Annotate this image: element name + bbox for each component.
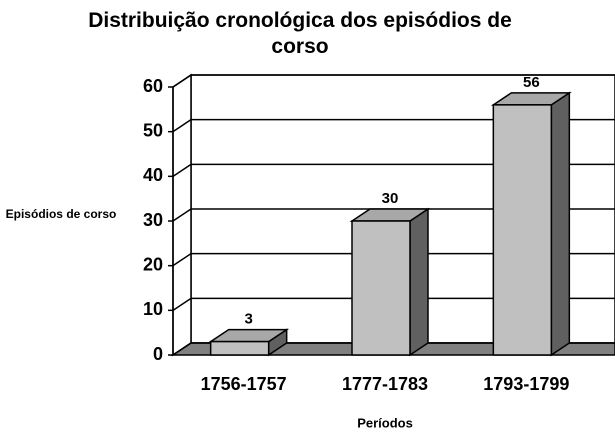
value-label: 3 bbox=[244, 311, 252, 328]
x-tick-label: 1793-1799 bbox=[483, 374, 569, 394]
x-tick-label: 1756-1757 bbox=[201, 374, 287, 394]
y-tick-label: 0 bbox=[153, 344, 163, 364]
bar bbox=[492, 104, 553, 356]
y-tick-label: 60 bbox=[143, 76, 163, 96]
grid-line bbox=[172, 253, 192, 267]
grid-line bbox=[172, 297, 192, 311]
y-tick-label: 30 bbox=[143, 210, 163, 230]
y-tick-label: 50 bbox=[143, 120, 163, 140]
bar bbox=[209, 340, 270, 356]
value-label: 56 bbox=[523, 74, 540, 91]
value-label: 30 bbox=[382, 190, 399, 207]
bar bbox=[351, 220, 411, 356]
chart-title: Distribuição cronológica dos episódios d… bbox=[88, 9, 512, 58]
y-tick-label: 10 bbox=[143, 299, 163, 319]
bar-side bbox=[409, 207, 429, 357]
x-tick-label: 1777-1783 bbox=[342, 374, 428, 394]
grid-line bbox=[172, 163, 192, 177]
grid-line bbox=[172, 119, 192, 133]
y-axis-label: Episódios de corso bbox=[5, 207, 117, 221]
grid-line bbox=[172, 342, 192, 356]
x-axis-label: Períodos bbox=[357, 415, 413, 430]
y-tick-label: 20 bbox=[143, 254, 163, 274]
y-tick-label: 40 bbox=[143, 165, 163, 185]
grid-line bbox=[172, 208, 192, 222]
bar-side bbox=[550, 91, 571, 357]
grid-line bbox=[172, 74, 192, 88]
